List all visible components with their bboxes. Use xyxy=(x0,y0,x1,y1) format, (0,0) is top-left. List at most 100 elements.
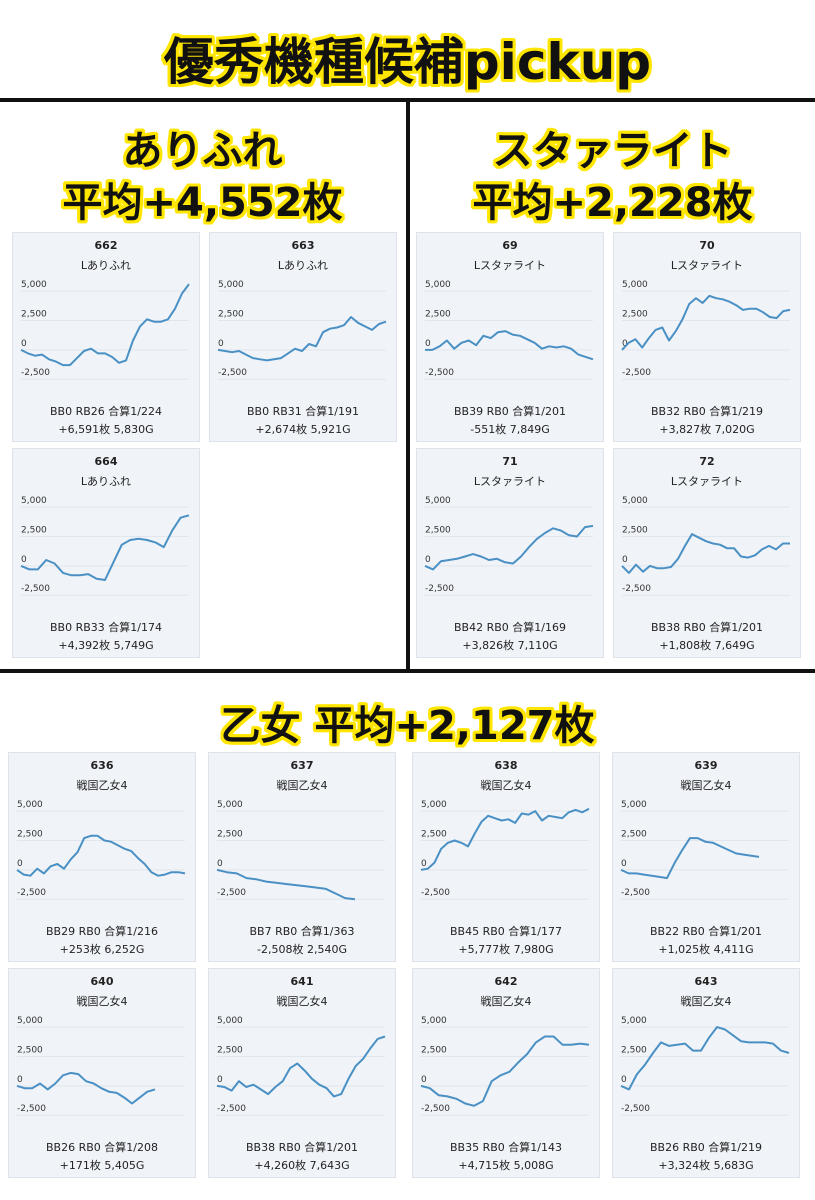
line-chart: 5,000 2,500 0 -2,500 xyxy=(16,1016,185,1116)
y-tick-label: 2,500 xyxy=(217,829,243,839)
series-line xyxy=(216,868,356,901)
y-tick-label: 0 xyxy=(622,339,628,349)
machine-number: 637 xyxy=(290,759,314,772)
machine-model: Lありふれ xyxy=(80,259,132,272)
group2-average: 平均+2,228枚 xyxy=(472,180,753,226)
y-tick-label: 0 xyxy=(218,339,224,349)
machine-card: 643 戦国乙女4 5,000 2,500 0 -2,500 BB26 RB0 合算1/21… xyxy=(612,968,800,1178)
machine-card: 639 戦国乙女4 5,000 2,500 0 -2,500 BB22 RB0 合算1/20… xyxy=(612,752,800,962)
y-tick-label: 0 xyxy=(21,339,27,349)
series-line xyxy=(20,514,190,581)
series-line xyxy=(424,524,594,571)
series-line xyxy=(621,533,790,574)
machine-card: 71 Lスタァライト 5,000 2,500 0 -2,500 BB42 RB0 合算1/1… xyxy=(416,448,604,658)
y-tick-label: 5,000 xyxy=(622,280,648,290)
bonus-stats: BB39 RB0 合算1/201 xyxy=(454,405,566,418)
series-line xyxy=(420,1035,590,1107)
bonus-stats: BB26 RB0 合算1/219 xyxy=(650,1141,762,1154)
diff-games: -2,508枚 2,540G xyxy=(257,943,347,956)
machine-model: 戦国乙女4 xyxy=(680,779,732,792)
group2-name: スタァライト xyxy=(492,128,733,174)
machine-card: 72 Lスタァライト 5,000 2,500 0 -2,500 BB38 RB0 合算1/2… xyxy=(613,448,801,658)
line-chart: 5,000 2,500 0 -2,500 xyxy=(420,1016,590,1116)
y-tick-label: 2,500 xyxy=(421,829,447,839)
machine-card: 70 Lスタァライト 5,000 2,500 0 -2,500 BB32 RB0 合算1/2… xyxy=(613,232,801,442)
y-tick-label: -2,500 xyxy=(17,1104,46,1114)
y-tick-label: 5,000 xyxy=(421,800,447,810)
y-tick-label: -2,500 xyxy=(218,368,247,378)
machine-number: 72 xyxy=(699,455,715,468)
machine-number: 641 xyxy=(290,975,314,988)
series-line xyxy=(16,834,186,877)
bonus-stats: BB0 RB31 合算1/191 xyxy=(247,405,359,418)
line-chart: 5,000 2,500 0 -2,500 xyxy=(216,800,385,901)
machine-model: Lスタァライト xyxy=(670,259,744,272)
y-tick-label: 0 xyxy=(621,1075,627,1085)
machine-card: 637 戦国乙女4 5,000 2,500 0 -2,500 BB7 RB0 合算1/363… xyxy=(208,752,396,962)
series-line xyxy=(16,1071,156,1105)
machine-number: 638 xyxy=(494,759,518,772)
machine-number: 664 xyxy=(94,455,118,468)
y-tick-label: -2,500 xyxy=(425,368,454,378)
series-line xyxy=(621,294,791,351)
y-tick-label: 5,000 xyxy=(621,800,647,810)
machine-card: 642 戦国乙女4 5,000 2,500 0 -2,500 BB35 RB0 合算1/14… xyxy=(412,968,600,1178)
y-tick-label: -2,500 xyxy=(21,584,50,594)
machine-number: 643 xyxy=(694,975,718,988)
y-tick-label: 5,000 xyxy=(21,496,47,506)
y-tick-label: 0 xyxy=(421,859,427,869)
y-tick-label: -2,500 xyxy=(421,888,450,898)
vertical-divider xyxy=(406,98,410,671)
series-line xyxy=(216,1035,386,1098)
machine-card: 640 戦国乙女4 5,000 2,500 0 -2,500 BB26 RB0 合算1/20… xyxy=(8,968,196,1178)
machine-model: 戦国乙女4 xyxy=(276,779,328,792)
y-tick-label: 2,500 xyxy=(621,829,647,839)
y-tick-label: 0 xyxy=(17,859,23,869)
line-chart: 5,000 2,500 0 -2,500 xyxy=(425,280,594,380)
y-tick-label: 5,000 xyxy=(425,280,451,290)
line-chart: 5,000 2,500 0 -2,500 xyxy=(620,800,789,900)
y-tick-label: 0 xyxy=(621,859,627,869)
machine-model: Lスタァライト xyxy=(473,259,547,272)
y-tick-label: 2,500 xyxy=(622,525,648,535)
y-tick-label: 5,000 xyxy=(217,800,243,810)
machine-card: 663 Lありふれ 5,000 2,500 0 -2,500 BB0 RB31 合算1/19… xyxy=(209,232,397,442)
bonus-stats: BB42 RB0 合算1/169 xyxy=(454,621,566,634)
y-tick-label: 5,000 xyxy=(17,800,43,810)
y-tick-label: 2,500 xyxy=(17,1045,43,1055)
diff-games: +171枚 5,405G xyxy=(59,1159,145,1172)
bonus-stats: BB7 RB0 合算1/363 xyxy=(249,925,355,938)
y-tick-label: -2,500 xyxy=(621,1104,650,1114)
machine-number: 70 xyxy=(699,239,715,252)
series-line xyxy=(425,330,594,361)
page-title: 優秀機種候補pickup xyxy=(163,33,652,91)
machine-model: 戦国乙女4 xyxy=(680,995,732,1008)
y-tick-label: 5,000 xyxy=(622,496,648,506)
bonus-stats: BB0 RB33 合算1/174 xyxy=(50,621,162,634)
series-line xyxy=(620,837,760,880)
y-tick-label: 2,500 xyxy=(421,1045,447,1055)
line-chart: 5,000 2,500 0 -2,500 xyxy=(424,496,594,596)
machine-number: 69 xyxy=(502,239,518,252)
y-tick-label: 2,500 xyxy=(21,525,47,535)
y-tick-label: 5,000 xyxy=(17,1016,43,1026)
line-chart: 5,000 2,500 0 -2,500 xyxy=(217,280,387,380)
bonus-stats: BB22 RB0 合算1/201 xyxy=(650,925,762,938)
diff-games: -551枚 7,849G xyxy=(470,423,550,436)
y-tick-label: 2,500 xyxy=(622,309,648,319)
diff-games: +4,715枚 5,008G xyxy=(458,1159,554,1172)
line-chart: 5,000 2,500 0 -2,500 xyxy=(20,280,190,380)
series-line xyxy=(420,807,590,871)
line-chart: 5,000 2,500 0 -2,500 xyxy=(216,1016,386,1116)
machine-card: 641 戦国乙女4 5,000 2,500 0 -2,500 BB38 RB0 合算1/20… xyxy=(208,968,396,1178)
y-tick-label: 5,000 xyxy=(621,1016,647,1026)
y-tick-label: 0 xyxy=(217,1075,223,1085)
machine-card: 69 Lスタァライト 5,000 2,500 0 -2,500 BB39 RB0 合算1/2… xyxy=(416,232,604,442)
y-tick-label: -2,500 xyxy=(421,1104,450,1114)
y-tick-label: 2,500 xyxy=(218,309,244,319)
diff-games: +1,808枚 7,649G xyxy=(659,639,755,652)
y-tick-label: 0 xyxy=(622,555,628,565)
line-chart: 5,000 2,500 0 -2,500 xyxy=(20,496,190,596)
y-tick-label: 2,500 xyxy=(425,309,451,319)
y-tick-label: 2,500 xyxy=(217,1045,243,1055)
